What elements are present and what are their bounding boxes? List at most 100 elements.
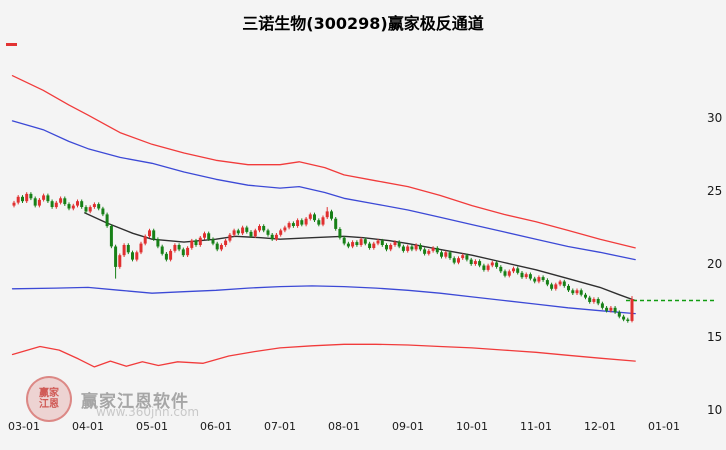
candle-up bbox=[253, 230, 257, 237]
candle-up bbox=[135, 252, 139, 260]
candle-up bbox=[486, 265, 490, 270]
candle-up bbox=[372, 243, 376, 248]
candle-down bbox=[164, 253, 168, 260]
candle-down bbox=[338, 229, 342, 238]
x-tick-label: 01-01 bbox=[648, 420, 680, 433]
candle-down bbox=[397, 242, 401, 247]
candle-down bbox=[516, 268, 520, 273]
candle-up bbox=[554, 284, 558, 289]
candle-up bbox=[148, 230, 151, 237]
lower-blue-channel bbox=[11, 285, 636, 315]
candle-down bbox=[266, 230, 270, 235]
candle-down bbox=[401, 246, 405, 251]
candle-up bbox=[575, 290, 579, 294]
red-tick-marker bbox=[6, 43, 17, 46]
candle-down bbox=[613, 307, 617, 313]
candle-down bbox=[215, 243, 219, 250]
candle-down bbox=[114, 246, 118, 267]
y-tick-label: 15 bbox=[707, 330, 722, 344]
candle-down bbox=[236, 230, 240, 234]
candle-up bbox=[359, 239, 363, 245]
y-tick-label: 20 bbox=[707, 257, 722, 271]
x-tick-label: 04-01 bbox=[72, 420, 104, 433]
candle-up bbox=[630, 299, 634, 321]
candle-down bbox=[528, 274, 532, 279]
candle-down bbox=[270, 234, 274, 240]
candle-up bbox=[444, 252, 448, 257]
candle-up bbox=[71, 205, 75, 209]
candle-up bbox=[122, 245, 126, 256]
x-tick-label: 06-01 bbox=[200, 420, 232, 433]
candle-up bbox=[457, 258, 460, 263]
candle-up bbox=[139, 243, 143, 253]
candle-up bbox=[59, 198, 63, 203]
candle-up bbox=[414, 245, 418, 250]
candle-down bbox=[346, 243, 350, 247]
x-tick-label: 09-01 bbox=[392, 420, 424, 433]
candle-up bbox=[25, 193, 29, 202]
candle-down bbox=[626, 319, 630, 321]
candle-down bbox=[29, 193, 33, 199]
candle-down bbox=[550, 284, 554, 289]
candle-up bbox=[198, 237, 202, 245]
candle-up bbox=[219, 245, 223, 250]
candle-down bbox=[478, 261, 482, 266]
candle-down bbox=[245, 227, 249, 232]
candle-down bbox=[541, 277, 545, 280]
logo-text-bottom: 江恩 bbox=[39, 399, 59, 410]
candle-down bbox=[249, 231, 253, 237]
logo-text-top: 赢家 bbox=[39, 387, 59, 399]
candle-up bbox=[431, 247, 435, 251]
candle-down bbox=[262, 226, 266, 231]
watermark-url-text: www.360jnn.com bbox=[96, 405, 200, 419]
candle-down bbox=[465, 255, 469, 260]
winner-logo-icon: 赢家 江恩 bbox=[26, 376, 72, 422]
candle-down bbox=[291, 223, 295, 226]
candle-up bbox=[296, 220, 300, 226]
candle-down bbox=[533, 278, 537, 282]
candle-down bbox=[355, 242, 359, 245]
candle-down bbox=[495, 262, 499, 267]
upper-red-channel bbox=[11, 75, 636, 249]
candle-down bbox=[330, 211, 333, 219]
candle-down bbox=[545, 280, 549, 285]
x-tick-label: 07-01 bbox=[264, 420, 296, 433]
candle-down bbox=[380, 240, 384, 245]
candle-up bbox=[406, 246, 410, 251]
candle-down bbox=[160, 246, 164, 254]
candle-up bbox=[92, 204, 96, 207]
candle-down bbox=[571, 290, 575, 294]
candle-down bbox=[50, 201, 54, 207]
candle-up bbox=[609, 307, 613, 311]
candle-up bbox=[42, 195, 46, 200]
candle-down bbox=[482, 265, 486, 270]
lower-red-channel bbox=[11, 343, 636, 368]
candle-up bbox=[321, 217, 325, 225]
candle-down bbox=[368, 243, 372, 248]
candle-down bbox=[588, 297, 592, 302]
candle-down bbox=[410, 246, 414, 250]
candle-up bbox=[143, 236, 147, 244]
candle-up bbox=[37, 199, 41, 206]
candle-up bbox=[16, 196, 20, 203]
candle-up bbox=[279, 230, 283, 235]
candle-down bbox=[67, 204, 71, 209]
candle-down bbox=[211, 239, 215, 244]
candle-down bbox=[109, 226, 113, 247]
x-tick-label: 12-01 bbox=[584, 420, 616, 433]
candle-up bbox=[76, 201, 79, 206]
candle-down bbox=[562, 281, 566, 286]
candle-up bbox=[258, 226, 261, 231]
candle-up bbox=[537, 277, 541, 282]
middle-black-line bbox=[84, 212, 636, 302]
x-tick-label: 03-01 bbox=[8, 420, 40, 433]
candle-down bbox=[33, 198, 37, 206]
candle-up bbox=[308, 214, 312, 219]
candle-down bbox=[617, 312, 621, 317]
candle-down bbox=[21, 196, 24, 202]
candle-up bbox=[228, 234, 232, 241]
candle-down bbox=[622, 316, 626, 320]
chart-title: 三诺生物(300298)赢家极反通道 bbox=[242, 14, 484, 33]
candle-down bbox=[313, 214, 316, 221]
